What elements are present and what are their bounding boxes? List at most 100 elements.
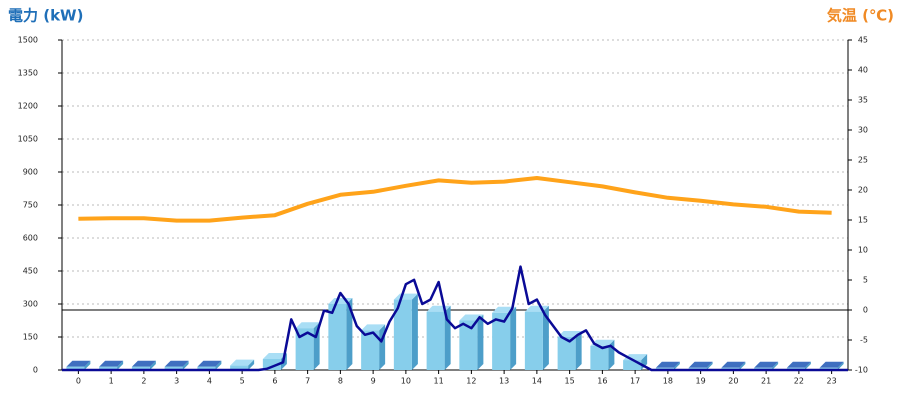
bar-top	[66, 360, 91, 367]
bar	[492, 312, 511, 370]
x-tick-label: 9	[371, 377, 376, 386]
bar-top	[262, 353, 287, 359]
bar-side	[248, 359, 255, 370]
x-tick-label: 23	[827, 377, 837, 386]
bar	[590, 345, 609, 370]
bar-side	[117, 360, 124, 370]
y-tick-label: 150	[23, 333, 38, 342]
bar-top	[819, 361, 844, 368]
x-tick-label: 8	[338, 377, 343, 386]
x-tick-label: 21	[761, 377, 771, 386]
y-tick-label: 1050	[18, 135, 38, 144]
y-tick-label: 450	[23, 267, 38, 276]
x-tick-label: 11	[434, 377, 444, 386]
bar	[230, 365, 249, 370]
y2-tick-label: 30	[858, 126, 868, 135]
bar	[66, 366, 85, 370]
x-tick-label: 18	[663, 377, 673, 386]
y2-tick-label: 0	[863, 306, 868, 315]
bar	[295, 328, 314, 370]
x-tick-label: 13	[499, 377, 509, 386]
x-tick-label: 15	[565, 377, 575, 386]
y-tick-label: 0	[33, 366, 38, 375]
x-tick-label: 16	[597, 377, 607, 386]
y-tick-label: 600	[23, 234, 38, 243]
bar-top	[721, 361, 746, 368]
bar	[262, 359, 281, 370]
x-tick-label: 7	[305, 377, 310, 386]
bar	[197, 366, 216, 370]
bar	[361, 330, 380, 370]
bar-side	[772, 361, 779, 370]
bar-top	[361, 324, 386, 331]
x-tick-label: 1	[109, 377, 114, 386]
bar	[99, 366, 118, 370]
y-tick-label: 1500	[18, 36, 38, 45]
y2-tick-label: 20	[858, 186, 868, 195]
bar	[328, 304, 347, 370]
x-tick-label: 3	[174, 377, 179, 386]
bar-top	[688, 361, 713, 368]
bar	[524, 311, 543, 370]
bar-top	[131, 360, 156, 367]
bar-side	[575, 331, 582, 370]
bar-side	[149, 360, 156, 370]
y2-tick-label: -5	[860, 336, 868, 345]
y2-tick-label: 10	[858, 246, 868, 255]
bar-top	[164, 360, 189, 367]
y-tick-label: 900	[23, 168, 38, 177]
x-tick-label: 12	[466, 377, 476, 386]
bar-side	[215, 360, 222, 370]
y-axis-title: 電力 (kW)	[8, 7, 83, 25]
y2-tick-label: 25	[858, 156, 868, 165]
bar-side	[477, 314, 484, 370]
bar-side	[313, 322, 320, 370]
bar-side	[542, 305, 549, 370]
bar-side	[837, 361, 844, 370]
bar-top	[655, 361, 680, 368]
bar	[459, 320, 478, 370]
bar-side	[84, 360, 91, 370]
y2-tick-label: -10	[855, 366, 868, 375]
bar-side	[739, 361, 746, 370]
x-tick-label: 22	[794, 377, 804, 386]
y-tick-label: 1350	[18, 69, 38, 78]
bar-top	[754, 361, 779, 368]
bar	[557, 337, 576, 370]
y-tick-label: 300	[23, 300, 38, 309]
y2-tick-label: 15	[858, 216, 868, 225]
y2-tick-label: 40	[858, 66, 868, 75]
bar-side	[346, 298, 353, 370]
bar-side	[510, 306, 517, 370]
y2-axis-title: 気温 (℃)	[827, 7, 894, 25]
bar-side	[804, 361, 811, 370]
bar	[426, 311, 445, 370]
x-tick-label: 5	[240, 377, 245, 386]
bar-top	[295, 322, 320, 329]
bar	[164, 366, 183, 370]
x-tick-label: 17	[630, 377, 640, 386]
bar-side	[411, 293, 418, 370]
x-tick-label: 10	[401, 377, 411, 386]
power-line	[62, 265, 848, 372]
y-tick-label: 750	[23, 201, 38, 210]
bar-side	[673, 361, 680, 370]
bar-top	[99, 360, 124, 367]
bar-top	[786, 361, 811, 368]
bar-top	[197, 360, 222, 367]
x-tick-label: 19	[696, 377, 706, 386]
y2-tick-label: 45	[858, 36, 868, 45]
bar-side	[182, 360, 189, 370]
temperature-line	[78, 176, 832, 223]
x-tick-label: 4	[207, 377, 212, 386]
y2-tick-label: 5	[863, 276, 868, 285]
bar	[393, 299, 412, 370]
x-tick-label: 0	[76, 377, 81, 386]
bar-top	[230, 359, 255, 366]
bar	[623, 360, 642, 370]
x-tick-label: 20	[728, 377, 738, 386]
x-tick-label: 2	[141, 377, 146, 386]
bar	[131, 366, 150, 370]
x-tick-label: 6	[272, 377, 277, 386]
